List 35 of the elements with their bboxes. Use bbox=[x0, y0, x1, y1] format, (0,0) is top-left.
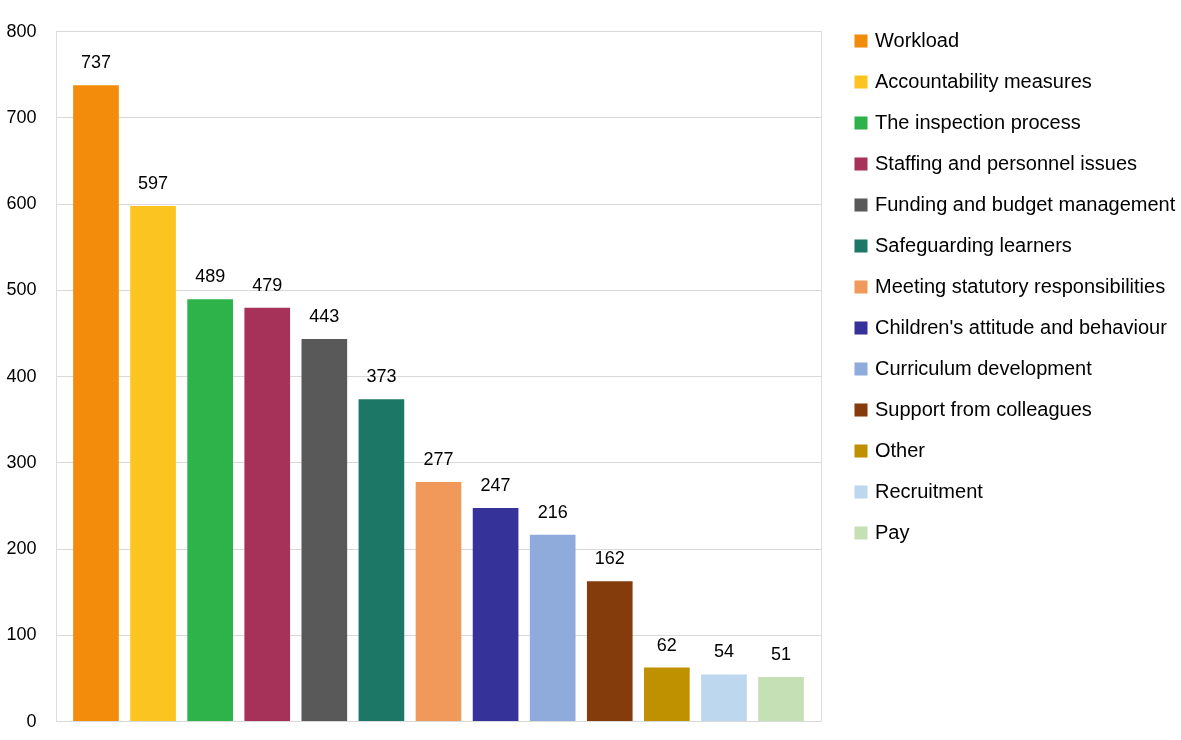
data-label: 247 bbox=[480, 474, 511, 495]
legend-label: Children's attitude and behaviour bbox=[875, 316, 1168, 338]
y-tick-label: 400 bbox=[6, 365, 37, 386]
legend-label: Support from colleagues bbox=[875, 398, 1092, 420]
data-label: 54 bbox=[713, 641, 734, 662]
data-label: 373 bbox=[366, 366, 397, 387]
y-tick-label: 800 bbox=[6, 20, 37, 41]
data-label: 277 bbox=[423, 449, 454, 470]
data-label: 479 bbox=[252, 274, 283, 295]
legend-label: The inspection process bbox=[875, 111, 1081, 133]
y-tick-label: 100 bbox=[6, 624, 37, 645]
y-tick-label: 300 bbox=[6, 451, 37, 472]
legend-label: Pay bbox=[875, 521, 910, 543]
legend-label: Other bbox=[875, 439, 926, 461]
legend-label: Staffing and personnel issues bbox=[875, 152, 1138, 174]
legend-label: Accountability measures bbox=[875, 70, 1092, 92]
y-tick-label: 600 bbox=[6, 193, 37, 213]
data-label: 162 bbox=[594, 548, 625, 569]
legend-label: Recruitment bbox=[875, 480, 984, 502]
data-label: 443 bbox=[309, 305, 340, 326]
y-tick-label: 500 bbox=[6, 279, 37, 300]
legend-label: Curriculum development bbox=[875, 357, 1093, 379]
data-label: 737 bbox=[80, 52, 111, 73]
legend-label: Workload bbox=[875, 29, 960, 51]
legend-label: Safeguarding learners bbox=[875, 234, 1072, 256]
data-label: 597 bbox=[138, 173, 169, 194]
legend-label: Meeting statutory responsibilities bbox=[875, 275, 1166, 297]
legend-label: Funding and budget management bbox=[875, 193, 1176, 215]
data-label: 62 bbox=[656, 634, 677, 655]
data-label: 489 bbox=[195, 266, 226, 287]
y-tick-label: 0 bbox=[26, 710, 37, 731]
data-label: 51 bbox=[771, 644, 792, 665]
y-tick-label: 200 bbox=[6, 538, 37, 558]
y-tick-label: 700 bbox=[6, 106, 37, 127]
data-label: 216 bbox=[537, 501, 568, 522]
